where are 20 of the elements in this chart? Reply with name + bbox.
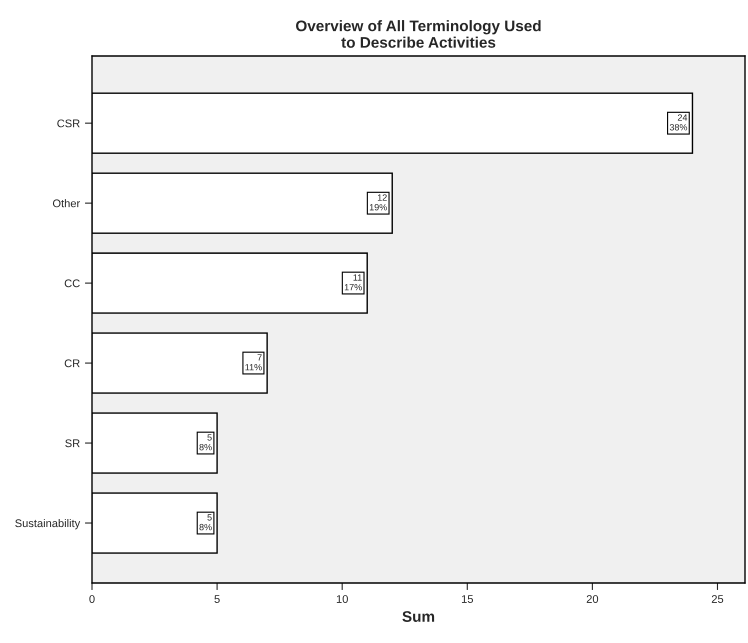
x-tick-label: 15: [462, 595, 473, 603]
y-tick-label: Other: [52, 199, 80, 208]
x-tick-label: 10: [336, 595, 348, 603]
data-label: 11 17%: [344, 274, 362, 290]
y-tick-label: Sustainability: [15, 518, 80, 530]
data-label: 5 8%: [199, 514, 212, 530]
x-tick-label: 20: [586, 595, 598, 603]
y-tick-label: CC: [64, 279, 80, 288]
x-tick-label: 5: [214, 595, 220, 603]
data-label: 24 38%: [670, 114, 688, 130]
x-axis-title: Sum: [402, 611, 434, 622]
x-tick-label: 25: [712, 595, 724, 603]
data-label: 7 11%: [245, 354, 262, 370]
data-label: 12 19%: [370, 194, 387, 210]
x-tick-label: 0: [89, 595, 95, 603]
y-tick-label: CR: [64, 359, 80, 368]
data-label: 5 8%: [199, 434, 212, 450]
y-tick-label: SR: [65, 439, 80, 448]
y-tick-label: CSR: [57, 119, 80, 128]
chart-title: Overview of All Terminology Used to Describe Activities: [296, 20, 541, 48]
